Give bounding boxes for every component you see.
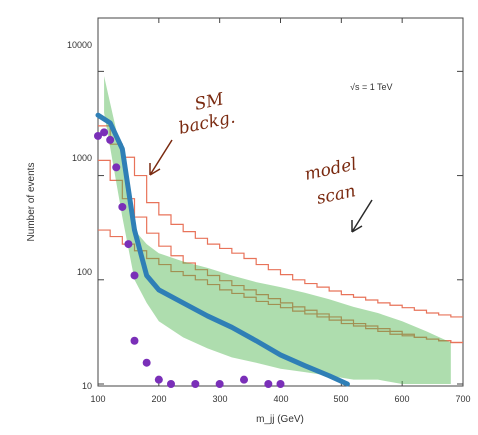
purple-point <box>167 380 175 388</box>
sm-background-note-line2: backg. <box>177 107 237 138</box>
x-tick-label-700: 700 <box>455 394 470 404</box>
x-tick-label-300: 300 <box>212 394 227 404</box>
purple-point <box>142 358 151 367</box>
x-tick-label-400: 400 <box>273 394 288 404</box>
x-tick-label-600: 600 <box>394 394 409 404</box>
sm-note-arrow <box>149 139 173 176</box>
purple-point <box>215 380 224 388</box>
step-histogram-0 <box>98 125 463 318</box>
purple-point <box>154 375 163 384</box>
model-scan-note-line1: model <box>303 154 359 185</box>
y-tick-label-100: 100 <box>77 267 92 277</box>
step-histogram-2 <box>98 159 463 344</box>
series-layer <box>94 76 463 388</box>
x-axis-title: m_jj (GeV) <box>256 414 304 425</box>
model-scan-note-line2: scan <box>315 181 358 209</box>
purple-point <box>130 336 139 345</box>
y-tick-label-10000: 10000 <box>67 40 92 50</box>
model-note-arrow <box>351 199 373 233</box>
purple-point <box>264 380 273 388</box>
purple-point <box>106 135 115 144</box>
x-tick-label-200: 200 <box>151 394 166 404</box>
purple-point <box>240 375 248 384</box>
purple-point <box>191 380 200 388</box>
purple-point <box>276 380 285 388</box>
y-tick-label-10: 10 <box>82 381 92 391</box>
x-tick-label-100: 100 <box>90 394 105 404</box>
y-axis-title: Number of events <box>26 163 37 242</box>
purple-point <box>100 128 109 137</box>
energy-annotation: √s = 1 TeV <box>350 82 393 92</box>
purple-point <box>118 202 127 211</box>
purple-point <box>130 271 139 280</box>
model-scan-band <box>104 76 451 385</box>
blue-curve <box>95 112 350 387</box>
purple-point <box>124 240 133 249</box>
purple-point <box>112 163 121 172</box>
y-tick-label-1000: 1000 <box>72 153 92 163</box>
purple-point <box>94 131 102 140</box>
x-tick-label-500: 500 <box>333 394 348 404</box>
